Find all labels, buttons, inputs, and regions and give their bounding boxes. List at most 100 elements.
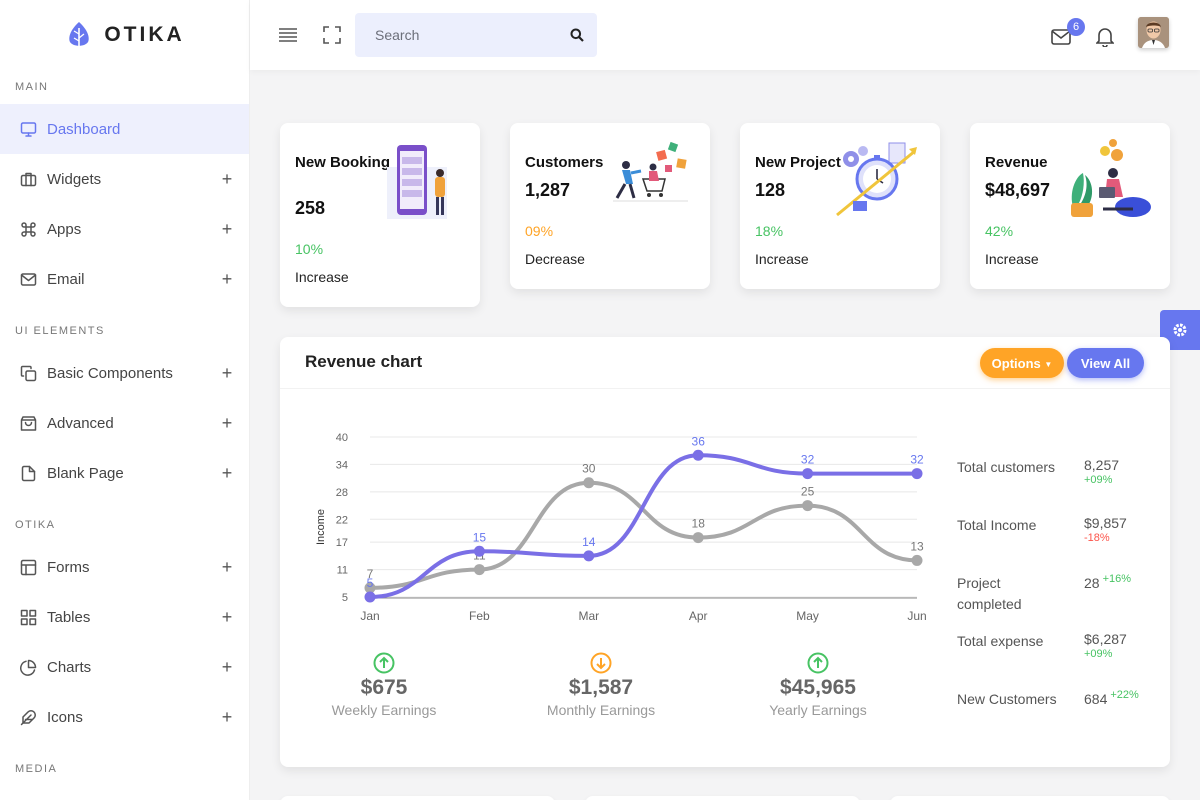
expand-plus-icon[interactable]: +: [221, 268, 233, 289]
stat-trend: Decrease: [525, 251, 585, 267]
options-label: Options: [991, 355, 1041, 371]
stat-value: $48,697: [985, 180, 1051, 200]
sidebar-item[interactable]: Widgets +: [0, 154, 249, 204]
x-tick-label: Jan: [360, 609, 379, 623]
sidebar-item-label: Forms: [47, 558, 90, 576]
data-label: 13: [910, 539, 924, 553]
earnings-value: $1,587: [568, 676, 634, 699]
data-point: [364, 582, 376, 594]
sidebar-item-label: Basic Components: [47, 364, 173, 382]
sidebar-item[interactable]: Charts +: [0, 642, 249, 692]
sidebar-item-label: Dashboard: [47, 120, 121, 138]
briefcase-icon: [20, 171, 37, 188]
stat-title: New Project: [755, 154, 841, 171]
view-all-button[interactable]: View All: [1067, 348, 1144, 378]
caret-down-icon: ▼: [1044, 359, 1053, 369]
sidebar-item[interactable]: Icons +: [0, 692, 249, 742]
weekly-earnings: $675 Weekly Earnings: [294, 652, 474, 718]
stat-title: Revenue: [985, 154, 1048, 171]
data-point: [802, 468, 814, 480]
data-label: 14: [582, 535, 596, 549]
hamburger-menu-icon[interactable]: [276, 23, 300, 47]
stat-value: 258: [295, 198, 326, 218]
expand-plus-icon[interactable]: +: [221, 606, 233, 627]
grid-icon: [20, 609, 37, 626]
search-input[interactable]: [355, 27, 556, 43]
expand-plus-icon[interactable]: +: [221, 412, 233, 433]
data-label: 15: [473, 530, 487, 544]
series-line: [368, 453, 919, 599]
expand-plus-icon[interactable]: +: [221, 556, 233, 577]
sidebar-item[interactable]: Basic Components +: [0, 348, 249, 398]
expand-plus-icon[interactable]: +: [221, 462, 233, 483]
summary-delta: +09%: [1084, 648, 1113, 660]
sidebar-item[interactable]: Tables +: [0, 592, 249, 642]
summary-label: Project completed: [957, 575, 1022, 612]
earnings-label: Monthly Earnings: [546, 702, 656, 718]
summary-label: New Customers: [957, 691, 1057, 707]
y-tick-label: 5: [342, 592, 348, 604]
sidebar-item-label: Widgets: [47, 170, 102, 188]
sidebar-item[interactable]: Blank Page +: [0, 448, 249, 498]
arrow-up-circle-icon: [294, 652, 474, 674]
stat-card-new-booking: New Booking 258 10% Increase: [280, 123, 480, 307]
options-dropdown-button[interactable]: Options ▼: [980, 348, 1064, 378]
y-tick-label: 28: [336, 487, 348, 499]
data-label: 5: [367, 576, 374, 590]
user-avatar[interactable]: [1138, 17, 1169, 48]
sidebar-item-label: Icons: [47, 708, 83, 726]
search-box: [355, 13, 597, 57]
sidebar-menu: MAIN Dashboard + Widgets + Apps + Email …: [0, 70, 249, 786]
menu-header: MEDIA: [15, 763, 58, 775]
earnings-label: Weekly Earnings: [331, 702, 437, 718]
stat-percent: 42%: [985, 223, 1014, 239]
menu-header: UI ELEMENTS: [15, 325, 105, 337]
fullscreen-icon[interactable]: [320, 23, 344, 47]
summary-delta: +16%: [1102, 573, 1132, 585]
data-label: 32: [801, 453, 815, 467]
pie-chart-icon: [20, 659, 37, 676]
sidebar-item[interactable]: Advanced +: [0, 398, 249, 448]
data-point: [583, 477, 595, 489]
data-point: [692, 532, 704, 544]
summary-value: $6,287: [1084, 631, 1127, 647]
stat-percent: 18%: [755, 223, 784, 239]
bottom-card: [280, 796, 555, 800]
summary-delta: -18%: [1084, 532, 1110, 544]
stat-card-revenue: Revenue $48,697 42% Increase: [970, 123, 1170, 289]
topbar: 6: [250, 0, 1200, 70]
sidebar-item[interactable]: Dashboard +: [0, 104, 249, 154]
bell-icon[interactable]: [1093, 25, 1117, 49]
sidebar-item-label: Charts: [47, 658, 92, 676]
search-icon[interactable]: [556, 13, 597, 57]
data-point: [473, 545, 485, 557]
data-label: 36: [692, 434, 706, 448]
brand[interactable]: OTIKA: [0, 0, 249, 70]
sidebar-item[interactable]: Apps +: [0, 204, 249, 254]
summary-value: 684: [1084, 691, 1108, 707]
data-label: 25: [801, 485, 815, 499]
y-tick-label: 22: [336, 514, 348, 526]
x-tick-label: Jun: [907, 609, 926, 623]
expand-plus-icon[interactable]: +: [221, 362, 233, 383]
y-tick-label: 34: [336, 459, 348, 471]
data-point: [583, 550, 595, 562]
expand-plus-icon[interactable]: +: [221, 168, 233, 189]
shopping-customers-illustration: [613, 141, 688, 202]
sidebar-item-label: Apps: [47, 220, 82, 238]
stat-percent: 09%: [525, 223, 554, 239]
expand-plus-icon[interactable]: +: [221, 706, 233, 727]
leaf-logo-icon: [69, 22, 90, 46]
stat-title: New Booking: [295, 154, 391, 171]
expand-plus-icon[interactable]: +: [221, 656, 233, 677]
yearly-earnings: $45,965 Yearly Earnings: [728, 652, 908, 718]
summary-value: 8,257: [1084, 457, 1120, 473]
expand-plus-icon[interactable]: +: [221, 218, 233, 239]
mail-icon[interactable]: 6: [1049, 18, 1085, 49]
revenue-coins-illustration: [1071, 139, 1151, 217]
stat-percent: 10%: [295, 241, 324, 257]
feather-icon: [20, 709, 37, 726]
sidebar-item[interactable]: Forms +: [0, 542, 249, 592]
stat-trend: Increase: [755, 251, 809, 267]
sidebar-item[interactable]: Email +: [0, 254, 249, 304]
